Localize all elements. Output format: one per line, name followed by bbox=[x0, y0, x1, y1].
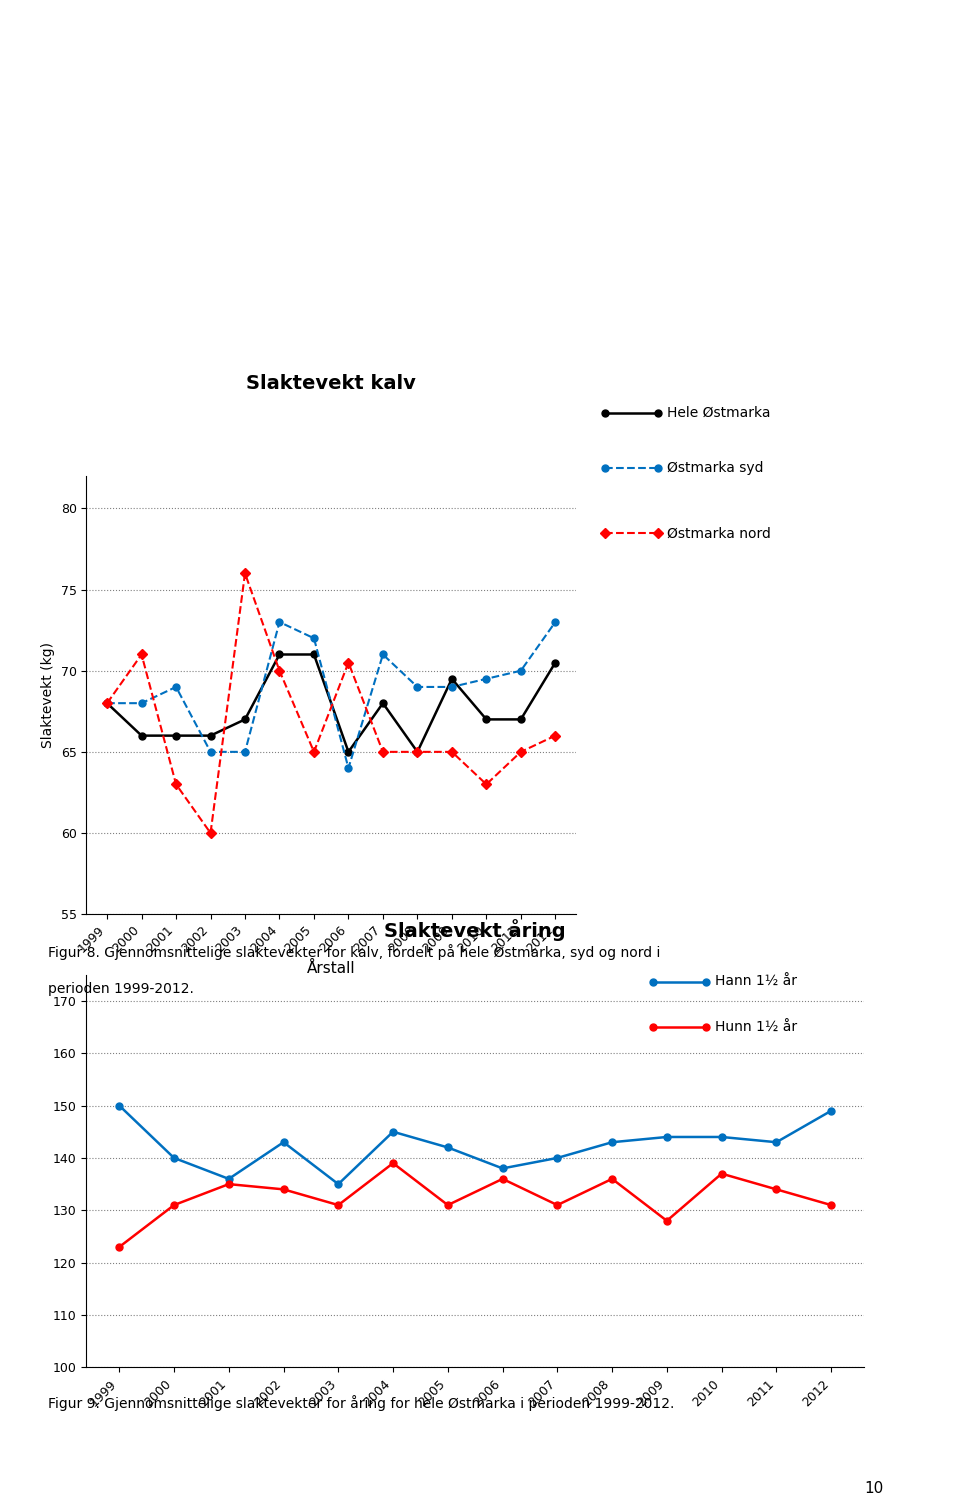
Y-axis label: Slaktevekt (kg): Slaktevekt (kg) bbox=[41, 642, 55, 748]
Text: 10: 10 bbox=[864, 1481, 883, 1496]
Text: Slaktevekt åring: Slaktevekt åring bbox=[384, 919, 566, 941]
Text: perioden 1999-2012.: perioden 1999-2012. bbox=[48, 982, 194, 996]
Text: Figur 8. Gjennomsnittelige slaktevekter for kalv, fordelt på hele Østmarka, syd : Figur 8. Gjennomsnittelige slaktevekter … bbox=[48, 944, 660, 961]
Text: Figur 9. Gjennomsnittelige slaktevekter for åring for hele Østmarka i perioden 1: Figur 9. Gjennomsnittelige slaktevekter … bbox=[48, 1395, 674, 1411]
Text: Østmarka syd: Østmarka syd bbox=[667, 461, 764, 476]
Text: Hann 1½ år: Hann 1½ år bbox=[715, 975, 797, 990]
Text: Hunn 1½ år: Hunn 1½ år bbox=[715, 1020, 798, 1035]
Text: Østmarka nord: Østmarka nord bbox=[667, 526, 771, 541]
Text: Hele Østmarka: Hele Østmarka bbox=[667, 405, 771, 420]
Text: Slaktevekt kalv: Slaktevekt kalv bbox=[247, 373, 416, 393]
X-axis label: Årstall: Årstall bbox=[307, 961, 355, 976]
